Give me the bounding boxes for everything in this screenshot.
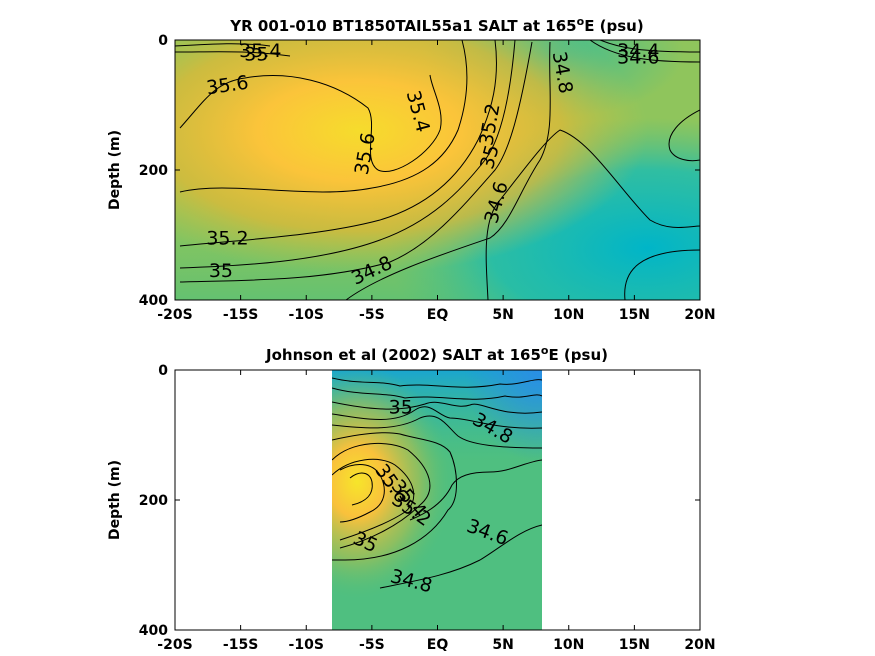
contour-line: [179, 41, 533, 283]
contour-line: [409, 459, 542, 521]
panel-bottom-title: Johnson et al (2002) SALT at 165oE (psu): [265, 344, 608, 364]
y-tick-label: 0: [158, 33, 168, 49]
panel-top: YR 001-010 BT1850TAIL55a1 SALT at 165oE …: [107, 15, 716, 323]
contour-line: [175, 43, 271, 47]
contour-line: [345, 41, 551, 300]
contour-line: [485, 129, 700, 300]
x-tick-label: -5S: [359, 307, 385, 323]
contour-line: [179, 74, 442, 172]
x-tick-label: -10S: [289, 307, 324, 323]
contour-line: [179, 40, 516, 269]
x-tick-label: 15N: [619, 637, 650, 653]
contour-line: [589, 40, 700, 63]
x-tick-label: -15S: [223, 307, 258, 323]
y-tick-label: 200: [139, 493, 168, 509]
contour-line: [332, 458, 415, 541]
panel-top-title: YR 001-010 BT1850TAIL55a1 SALT at 165oE …: [229, 15, 643, 35]
x-tick-label: -20S: [157, 307, 192, 323]
contour-line: [379, 524, 542, 589]
contour-line: [349, 472, 373, 506]
panel-top-contour-lines: [175, 40, 700, 300]
contour-line: [179, 40, 497, 247]
panel-top-ylabel: Depth (m): [107, 130, 123, 210]
contour-line: [624, 249, 700, 300]
contour-line: [332, 387, 542, 400]
contour-line: [332, 377, 542, 388]
x-tick-label: EQ: [427, 637, 449, 653]
x-tick-label: 15N: [619, 307, 650, 323]
contour-line: [332, 415, 542, 449]
contour-line: [332, 406, 542, 429]
x-tick-label: 10N: [553, 307, 584, 323]
contour-label: 34.6: [617, 47, 659, 69]
panel-top-ticks: -20S -15S -10S -5S EQ 5N 10N 15N 20N 0 200 400: [139, 33, 716, 323]
contour-line: [175, 51, 291, 57]
panel-bottom-contour-lines: [332, 377, 542, 589]
x-tick-label: -10S: [289, 637, 324, 653]
contour-label: 35: [389, 397, 413, 419]
contour-line: [668, 109, 700, 162]
contour-label: 35: [244, 43, 268, 65]
x-tick-label: -20S: [157, 637, 192, 653]
contour-line: [179, 40, 468, 193]
x-tick-label: 20N: [684, 637, 715, 653]
contour-label: 35: [209, 260, 233, 282]
x-tick-label: 5N: [492, 307, 513, 323]
x-tick-label: 10N: [553, 637, 584, 653]
panel-bottom-ylabel: Depth (m): [107, 460, 123, 540]
contour-line: [332, 401, 542, 414]
x-tick-label: -15S: [223, 637, 258, 653]
contour-line: [332, 432, 457, 561]
contour-label: 34.4: [617, 40, 659, 62]
x-tick-label: 5N: [492, 637, 513, 653]
y-tick-label: 400: [139, 293, 168, 309]
y-tick-label: 0: [158, 363, 168, 379]
contour-line: [332, 442, 431, 549]
panel-bottom: Johnson et al (2002) SALT at 165oE (psu): [107, 344, 716, 653]
x-tick-label: -5S: [359, 637, 385, 653]
x-tick-label: 20N: [684, 307, 715, 323]
panel-bottom-ticks: -20S -15S -10S -5S EQ 5N 10N 15N 20N 0 200 400: [139, 363, 716, 653]
y-tick-label: 200: [139, 163, 168, 179]
contour-line: [339, 464, 385, 523]
y-tick-label: 400: [139, 623, 168, 639]
x-tick-label: EQ: [427, 307, 449, 323]
contour-label: 35.2: [206, 227, 248, 249]
contour-label: 35.4: [239, 40, 281, 62]
contour-line: [599, 40, 700, 53]
